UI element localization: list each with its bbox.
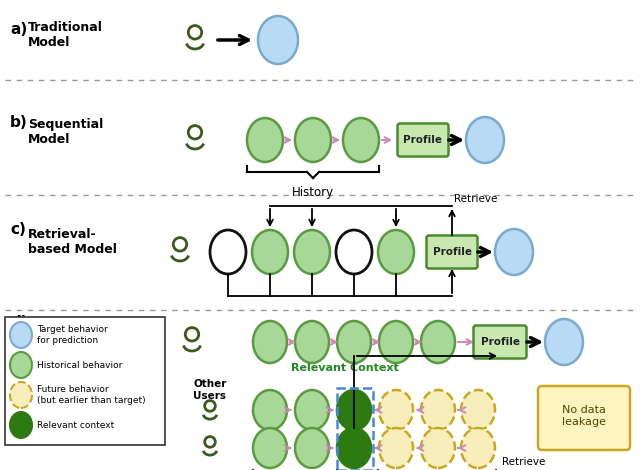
Text: Relevant context: Relevant context xyxy=(37,421,115,430)
Circle shape xyxy=(205,400,215,411)
Ellipse shape xyxy=(10,352,32,378)
Ellipse shape xyxy=(295,321,329,363)
Ellipse shape xyxy=(337,321,371,363)
Text: Relevant Context: Relevant Context xyxy=(291,363,399,373)
Ellipse shape xyxy=(421,321,455,363)
Ellipse shape xyxy=(461,390,495,430)
Ellipse shape xyxy=(210,230,246,274)
Ellipse shape xyxy=(421,428,455,468)
Ellipse shape xyxy=(294,230,330,274)
Text: Retrieval-
based Model: Retrieval- based Model xyxy=(28,228,117,256)
Text: No data
leakage: No data leakage xyxy=(562,405,606,427)
Ellipse shape xyxy=(379,390,413,430)
Text: Historical behavior: Historical behavior xyxy=(37,360,122,369)
FancyBboxPatch shape xyxy=(397,124,449,157)
FancyBboxPatch shape xyxy=(5,317,165,445)
Text: b): b) xyxy=(10,115,28,130)
Ellipse shape xyxy=(495,229,533,275)
Ellipse shape xyxy=(10,412,32,438)
Circle shape xyxy=(205,437,215,447)
Text: LIFT: LIFT xyxy=(28,328,61,342)
Ellipse shape xyxy=(10,322,32,348)
FancyBboxPatch shape xyxy=(474,326,527,359)
Text: Other
Users: Other Users xyxy=(193,379,227,401)
Text: Future behavior
(but earlier than target): Future behavior (but earlier than target… xyxy=(37,385,146,405)
Ellipse shape xyxy=(253,321,287,363)
Text: Profile: Profile xyxy=(433,247,472,257)
Text: Traditional
Model: Traditional Model xyxy=(28,21,103,49)
Ellipse shape xyxy=(253,428,287,468)
Circle shape xyxy=(188,25,202,39)
Ellipse shape xyxy=(379,321,413,363)
Ellipse shape xyxy=(247,118,283,162)
Text: History: History xyxy=(292,186,334,199)
Ellipse shape xyxy=(466,117,504,163)
Ellipse shape xyxy=(337,390,371,430)
FancyBboxPatch shape xyxy=(538,386,630,450)
Text: Retrieve: Retrieve xyxy=(454,194,497,204)
Circle shape xyxy=(173,238,187,251)
Text: Target behavior
for prediction: Target behavior for prediction xyxy=(37,325,108,345)
Ellipse shape xyxy=(545,319,583,365)
Ellipse shape xyxy=(10,382,32,408)
Ellipse shape xyxy=(336,230,372,274)
FancyBboxPatch shape xyxy=(426,235,477,268)
Ellipse shape xyxy=(337,428,371,468)
Text: c): c) xyxy=(10,222,26,237)
Text: Retrieve: Retrieve xyxy=(502,457,546,467)
Ellipse shape xyxy=(295,428,329,468)
Ellipse shape xyxy=(378,230,414,274)
Text: Profile: Profile xyxy=(403,135,442,145)
Ellipse shape xyxy=(295,390,329,430)
Text: Sequential
Model: Sequential Model xyxy=(28,118,103,146)
Ellipse shape xyxy=(461,428,495,468)
Ellipse shape xyxy=(252,230,288,274)
Ellipse shape xyxy=(253,390,287,430)
Text: Profile: Profile xyxy=(481,337,520,347)
Ellipse shape xyxy=(258,16,298,64)
Text: d): d) xyxy=(10,315,28,330)
Ellipse shape xyxy=(379,428,413,468)
Text: a): a) xyxy=(10,22,28,37)
Ellipse shape xyxy=(295,118,331,162)
Ellipse shape xyxy=(343,118,379,162)
Circle shape xyxy=(186,328,198,341)
Circle shape xyxy=(188,125,202,139)
Ellipse shape xyxy=(421,390,455,430)
